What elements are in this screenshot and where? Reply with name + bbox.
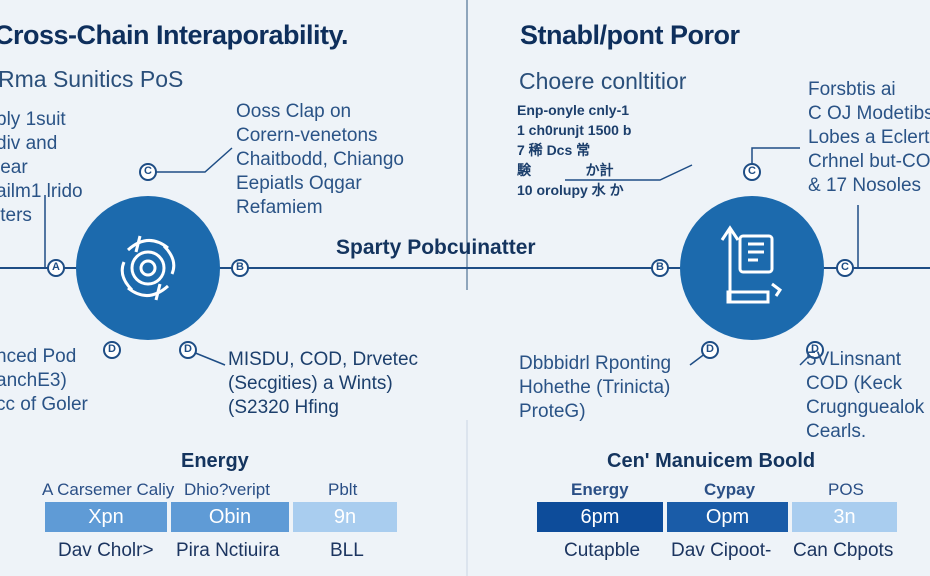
right-badge-bottom-left: D: [706, 343, 714, 355]
left-subtitle: Rma Sunitics PoS: [0, 66, 184, 92]
right-badges: [651, 163, 854, 359]
right-table-cell-2: Opm: [667, 502, 788, 532]
left-note-top-left: bly 1suit div and lear ailm1 lrido iters: [0, 109, 83, 226]
right-badge-left: B: [656, 261, 664, 273]
right-badge-bottom-right: D: [811, 343, 819, 355]
left-table-footer-2: Pira Nctiuira: [176, 540, 280, 561]
left-badge-right: B: [236, 261, 244, 273]
left-note-bottom-right: MISDU, COD, Drvetec (Secgities) a Wints)…: [228, 349, 419, 418]
left-title: Cross-Chain Interaporability.: [0, 20, 349, 50]
left-table-cell-3: 9n: [293, 502, 397, 532]
right-subtitle: Choere conltitior: [519, 68, 687, 94]
right-table-cell-3: 3n: [792, 502, 897, 532]
right-leader-right: [845, 205, 859, 269]
right-table-footer-3: Can Cbpots: [793, 540, 894, 561]
left-node: [76, 196, 220, 340]
left-table-header-1: A Carsemer Caliy: [42, 480, 175, 499]
right-node: [680, 196, 824, 340]
right-table-header-3: POS: [828, 480, 864, 499]
right-table-footer-1: Cutapble: [564, 540, 641, 561]
left-badge-top: C: [144, 165, 152, 177]
left-badges: [47, 163, 249, 359]
right-data-lines: Enp-onyle cnly-1 1 ch0runjt 1500 b 7 稀 D…: [517, 102, 632, 198]
center-label: Sparty Pobcuinatter: [336, 236, 536, 259]
left-table-footer-3: BLL: [330, 540, 364, 561]
right-note-bottom-left: Dbbbidrl Rponting Hohethe (Trinicta) Pro…: [519, 353, 672, 422]
data-tower-icon: [720, 225, 783, 304]
left-table-caption: Energy: [181, 450, 249, 472]
left-note-bottom-left: nced Pod anchE3) cc of Goler: [0, 346, 88, 415]
aperture-icon: [120, 235, 176, 301]
left-leader-top-right: [148, 147, 233, 173]
right-leader-top-left: [565, 164, 693, 181]
left-table-cell-2: Obin: [171, 502, 289, 532]
right-badge-right: C: [841, 261, 849, 273]
right-note-top-right: Forsbtis ai C OJ Modetibs Lobes a Eclert…: [808, 79, 930, 196]
left-table-footer-1: Dav Cholr>: [58, 540, 154, 561]
left-table-cell-1: Xpn: [45, 502, 167, 532]
right-table-caption: Cen' Manuicem Boold: [607, 450, 816, 472]
left-badge-left: A: [52, 261, 60, 273]
right-title: Stnabl/pont Poror: [520, 20, 740, 50]
left-note-top-right: Ooss Clap on Corern-venetons Chaitbodd, …: [236, 101, 404, 218]
left-badge-bottom-right: D: [184, 343, 192, 355]
right-table-cell-1: 6pm: [537, 502, 663, 532]
right-table-header-1: Energy: [571, 480, 629, 499]
left-table-header-2: Dhio?veript: [184, 480, 270, 499]
right-badge-top: C: [748, 165, 756, 177]
right-table-footer-2: Dav Cipoot-: [671, 540, 772, 561]
left-table-header-3: Pblt: [328, 480, 358, 499]
right-table-header-2: Cypay: [704, 480, 756, 499]
left-badge-bottom-left: D: [108, 343, 116, 355]
right-note-bottom-right: 5VLinsnant COD (Keck Crugnguealok Cearls…: [806, 349, 925, 442]
